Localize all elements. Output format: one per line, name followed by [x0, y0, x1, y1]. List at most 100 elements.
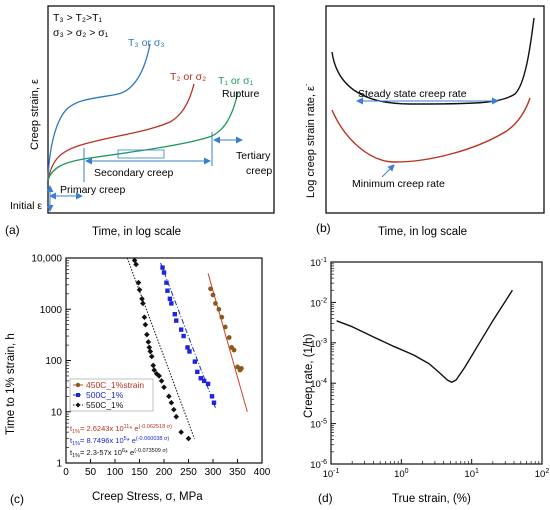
point-550 [133, 261, 139, 268]
point-500 [164, 280, 169, 285]
point-550 [139, 295, 145, 302]
chart-c-x-tick-label: 100 [107, 467, 124, 478]
chart-d-y-tick-label: 10-3 [310, 338, 327, 350]
equation-450: t1%= 2.6243x 1011* e(-0.062518 σ) [70, 424, 172, 435]
label-t2: T₂ or σ₂ [170, 71, 206, 83]
point-500 [195, 369, 200, 375]
point-550 [145, 339, 152, 345]
point-550 [135, 279, 142, 286]
chart-c-x-tick-label: 300 [205, 467, 222, 478]
point-500 [192, 359, 198, 364]
legend-marker-550 [75, 402, 81, 408]
chart-c-x-tick-label: 400 [254, 467, 271, 478]
point-550 [161, 384, 167, 391]
eq-500-t: t [70, 436, 73, 445]
eq-450-mid: * e [129, 424, 138, 433]
chart-c-y-label: Time to 1% strain, h [5, 333, 17, 435]
point-500 [205, 381, 211, 387]
eq-450-sub: 1% [72, 429, 80, 435]
eq-450-exp2: (-0.062518 σ) [139, 424, 173, 430]
panel-a-label: (a) [5, 223, 20, 237]
point-550 [131, 257, 138, 264]
point-450 [231, 347, 237, 353]
legend-item-450: 450C_1%strain [73, 380, 144, 390]
chart-c-x-tick-label: 150 [131, 467, 148, 478]
point-450 [219, 314, 225, 320]
chart-d-y-tick-label: 10-2 [310, 297, 327, 309]
steady-label: Steady state creep rate [358, 88, 467, 100]
fit-line [126, 257, 195, 439]
point-500 [161, 270, 167, 275]
point-500 [211, 400, 217, 405]
point-500 [201, 378, 207, 384]
point-550 [148, 353, 155, 360]
chart-d-x-tick-label: 10-1 [323, 468, 340, 480]
tertiary-label-2: creep [246, 165, 272, 177]
chart-c-x-tick-label: 0 [63, 467, 69, 478]
label-t1: T₁ or σ₁ [218, 75, 254, 87]
panel-b-y-label: Log creep strain rate, ε˙ [305, 82, 317, 198]
point-500 [187, 349, 192, 354]
point-550 [166, 393, 172, 400]
panel-d-label: (d) [318, 491, 333, 505]
eq-550-body: = 2.3-57x 10 [80, 448, 122, 457]
legend-box [69, 378, 154, 412]
fit-equations: t1%= 2.6243x 1011* e(-0.062518 σ) t1%= 8… [70, 424, 172, 459]
point-450 [213, 301, 218, 306]
minimum-label: Minimum creep rate [352, 178, 445, 190]
chart-c-x-label: Creep Stress, σ, MPa [92, 491, 203, 503]
eq-500-exp1: 5 [124, 436, 127, 442]
chart-d-x-label: True strain, (%) [392, 493, 471, 505]
eq-550-sub: 1% [72, 453, 80, 459]
legend-label-500: 500C_1% [86, 390, 124, 400]
point-500 [167, 296, 173, 301]
point-500 [165, 288, 170, 293]
legend-label-550: 550C_1% [86, 400, 124, 410]
point-550 [146, 344, 153, 351]
minimum-arrow [381, 164, 395, 178]
eq-500-sub: 1% [72, 441, 80, 447]
chart-c-y-tick-label: 1 [56, 459, 62, 470]
point-450 [216, 306, 222, 312]
point-550 [168, 399, 175, 406]
legend-marker-450 [75, 382, 81, 388]
equation-500: t1%= 8.7496x 105* e(-0.060038 σ) [70, 436, 169, 447]
chart-d-y-tick-label: 10-1 [310, 257, 327, 269]
tertiary-label-1: Tertiary [236, 150, 271, 162]
secondary-label: Secondary creep [94, 167, 174, 179]
chart-d-y-tick-label: 10-4 [310, 378, 327, 390]
chart-c-y-tick-label: 100 [45, 356, 62, 367]
chart-c-y-tick-label: 10 [51, 407, 63, 418]
panel-a-condition-2: σ₃ > σ₂ > σ₁ [53, 27, 109, 39]
chart-c-x-tick-label: 200 [156, 467, 173, 478]
eq-550-t: t [70, 448, 73, 457]
chart-d-lines [336, 289, 513, 383]
chart-c-legend: 450C_1%strain 500C_1% 550C_1% [69, 378, 154, 412]
chart-d-y-label: Creep rate, (1/h) [303, 333, 315, 418]
eq-450-exp1: 11 [124, 424, 130, 430]
panel-c: 0 50 100 150 200 250 300 350 400 1 10 100 1000 10,000… [5, 254, 271, 507]
panel-b-x-label: Time, in log scale [378, 226, 467, 238]
panel-b-frame [325, 5, 545, 214]
point-550 [150, 362, 157, 369]
chart-c-y-tick-label: 1000 [40, 305, 63, 316]
point-550 [140, 300, 146, 307]
chart-d-frame [330, 261, 543, 465]
point-500 [198, 376, 203, 381]
chart-c-x-tick-label: 250 [180, 467, 197, 478]
point-450 [208, 286, 213, 292]
eq-500-body: = 8.7496x 10 [80, 436, 124, 445]
panel-a-frame [47, 5, 275, 214]
primary-label: Primary creep [60, 184, 126, 196]
panel-c-label: (c) [10, 492, 24, 506]
point-500 [174, 318, 179, 323]
eq-450-body: = 2.6243x 10 [80, 424, 124, 433]
legend-item-500: 500C_1% [73, 390, 124, 400]
eq-500-exp2: (-0.060038 σ) [136, 436, 170, 442]
panel-a: T₃ > T₂>T₁ σ₃ > σ₂ > σ₁ Creep strain, ε … [5, 5, 275, 238]
secondary-box [117, 149, 165, 159]
point-500 [185, 345, 190, 350]
point-450 [226, 335, 232, 340]
chart-d-x-tick-label: 100 [394, 468, 409, 480]
